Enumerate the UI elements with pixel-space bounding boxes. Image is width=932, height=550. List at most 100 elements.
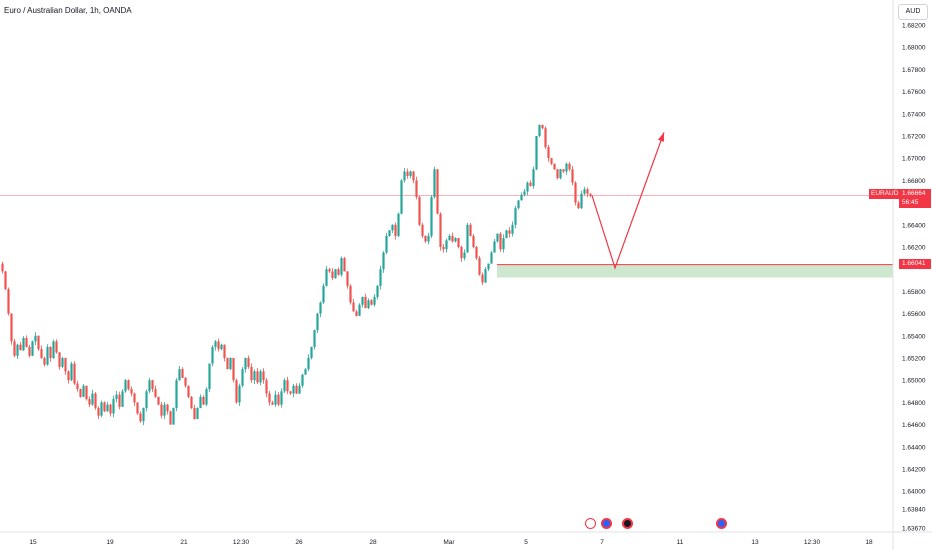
candle[interactable] — [298, 383, 301, 395]
candle[interactable] — [358, 303, 361, 316]
candle[interactable] — [133, 392, 136, 407]
candle[interactable] — [199, 394, 202, 409]
candle[interactable] — [487, 263, 490, 272]
candle[interactable] — [391, 224, 394, 234]
candle[interactable] — [175, 378, 178, 412]
candle[interactable] — [409, 170, 412, 179]
candle[interactable] — [142, 407, 145, 426]
candle[interactable] — [454, 237, 457, 243]
candle[interactable] — [127, 379, 130, 391]
candle[interactable] — [196, 407, 199, 420]
candle[interactable] — [445, 238, 448, 253]
candle[interactable] — [508, 227, 511, 238]
candle[interactable] — [91, 389, 94, 406]
candle[interactable] — [88, 396, 91, 408]
candle[interactable] — [271, 400, 274, 405]
candle[interactable] — [349, 284, 352, 305]
candle[interactable] — [115, 391, 118, 403]
candle[interactable] — [193, 404, 196, 420]
candle[interactable] — [268, 391, 271, 406]
candle[interactable] — [154, 385, 157, 398]
candle[interactable] — [571, 165, 574, 186]
candle[interactable] — [397, 212, 400, 238]
candle[interactable] — [181, 367, 184, 379]
candle[interactable] — [247, 355, 250, 369]
candle[interactable] — [577, 200, 580, 210]
candle[interactable] — [436, 168, 439, 215]
candle[interactable] — [568, 161, 571, 172]
candle[interactable] — [19, 342, 22, 351]
candle[interactable] — [169, 410, 172, 425]
candle[interactable] — [178, 365, 181, 381]
candle[interactable] — [553, 163, 556, 170]
candle[interactable] — [430, 195, 433, 238]
candle[interactable] — [103, 401, 106, 413]
candle[interactable] — [52, 339, 55, 359]
candle[interactable] — [46, 344, 49, 366]
candle[interactable] — [43, 356, 46, 367]
candle[interactable] — [250, 363, 253, 383]
candle[interactable] — [421, 222, 424, 239]
candle[interactable] — [493, 239, 496, 253]
candle[interactable] — [331, 267, 334, 281]
candle[interactable] — [238, 383, 241, 406]
candle[interactable] — [517, 200, 520, 210]
candle[interactable] — [532, 166, 535, 189]
candle[interactable] — [202, 395, 205, 406]
candle[interactable] — [352, 299, 355, 312]
candle[interactable] — [280, 388, 283, 408]
candle[interactable] — [424, 235, 427, 243]
candle[interactable] — [556, 168, 559, 180]
candle[interactable] — [229, 357, 232, 371]
candle[interactable] — [490, 250, 493, 264]
candle[interactable] — [73, 361, 76, 386]
candle[interactable] — [463, 249, 466, 261]
candle[interactable] — [469, 223, 472, 237]
candle[interactable] — [586, 187, 589, 198]
candle[interactable] — [139, 411, 142, 423]
candle[interactable] — [403, 167, 406, 183]
candle[interactable] — [529, 180, 532, 187]
candle[interactable] — [460, 245, 463, 262]
candle[interactable] — [208, 363, 211, 393]
candle[interactable] — [7, 287, 10, 316]
candle[interactable] — [214, 340, 217, 351]
candle[interactable] — [283, 378, 286, 394]
candle[interactable] — [145, 389, 148, 412]
candle[interactable] — [34, 332, 37, 346]
candle[interactable] — [85, 385, 88, 401]
candle[interactable] — [277, 392, 280, 407]
candle[interactable] — [526, 181, 529, 196]
candle[interactable] — [496, 233, 499, 243]
candle[interactable] — [217, 338, 220, 352]
candle[interactable] — [157, 396, 160, 406]
candle[interactable] — [265, 378, 268, 398]
candle[interactable] — [355, 309, 358, 317]
candle[interactable] — [442, 244, 445, 253]
candle[interactable] — [148, 377, 151, 394]
candle[interactable] — [328, 267, 331, 274]
candle[interactable] — [547, 145, 550, 162]
candle[interactable] — [475, 246, 478, 261]
candle[interactable] — [514, 205, 517, 229]
candle[interactable] — [61, 356, 64, 369]
candle[interactable] — [382, 251, 385, 273]
candle[interactable] — [172, 407, 175, 425]
candle[interactable] — [400, 179, 403, 215]
candle[interactable] — [166, 403, 169, 415]
candle[interactable] — [541, 124, 544, 130]
candle[interactable] — [40, 345, 43, 359]
candle[interactable] — [364, 293, 367, 309]
candle[interactable] — [415, 176, 418, 200]
candle[interactable] — [322, 283, 325, 305]
candle[interactable] — [499, 231, 502, 252]
dividend-icon[interactable] — [601, 518, 612, 529]
time-axis[interactable]: 15 19 21 12:30 26 28 Mar 5 7 11 13 12:30 18 — [29, 539, 873, 546]
candle[interactable] — [427, 232, 430, 245]
candle[interactable] — [22, 336, 25, 352]
candle[interactable] — [361, 296, 364, 308]
candle[interactable] — [412, 171, 415, 184]
candle[interactable] — [67, 370, 70, 384]
candle[interactable] — [58, 351, 61, 370]
